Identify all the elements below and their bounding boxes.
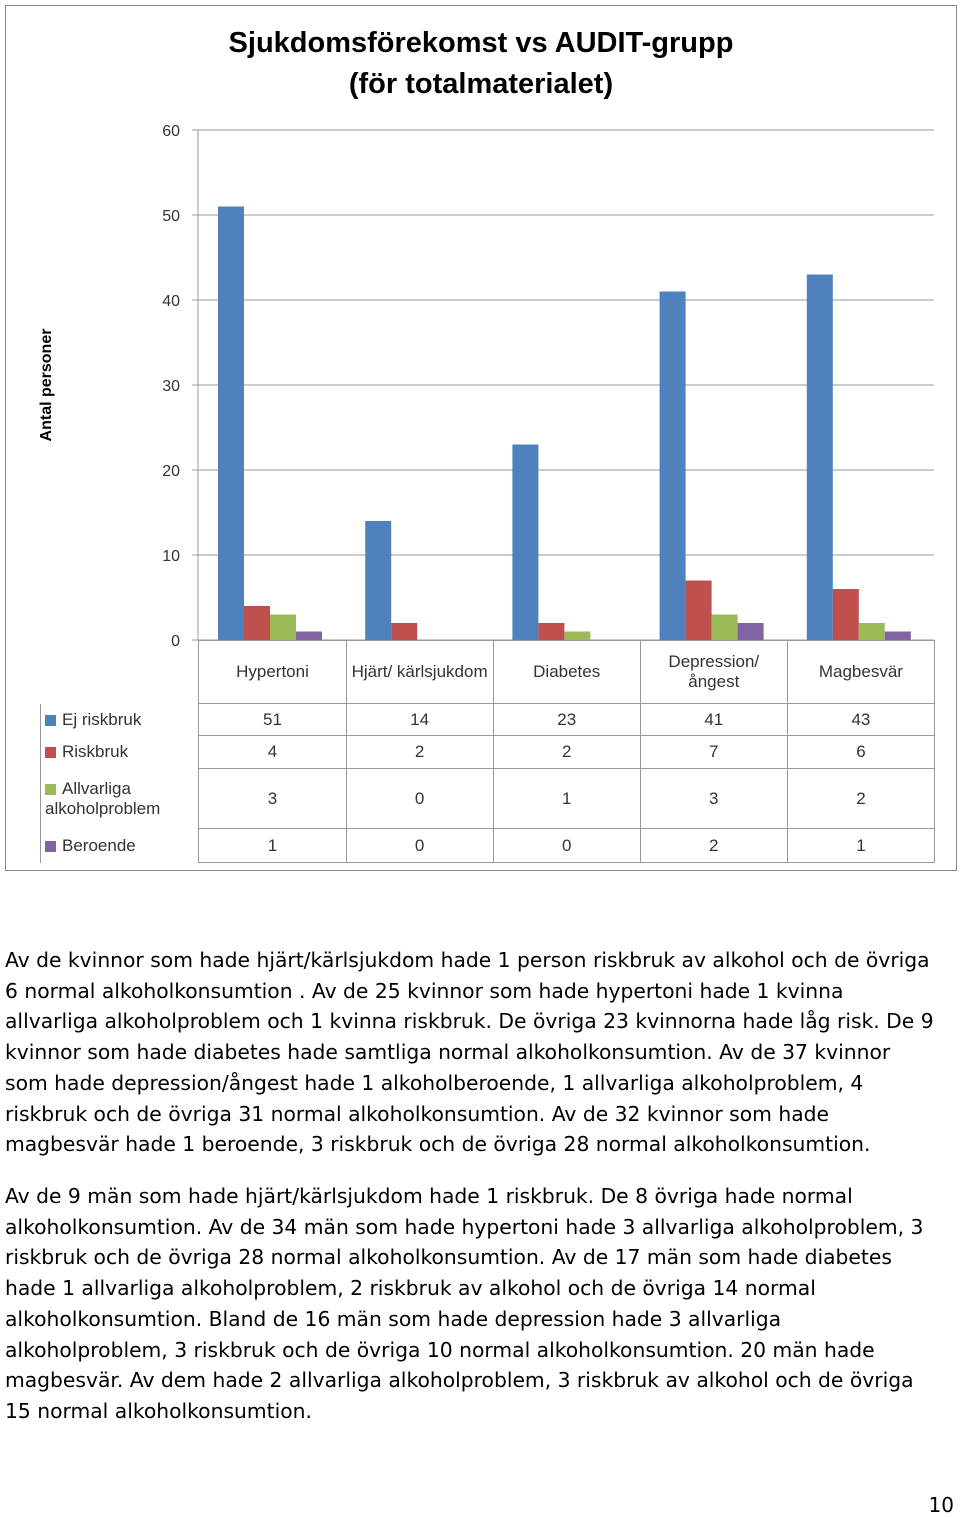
- x-tick-label: Hjärt/ kärlsjukdom: [345, 640, 494, 704]
- bar: [685, 580, 712, 640]
- bar: [512, 444, 539, 640]
- y-tick-label: 50: [162, 208, 180, 225]
- x-tick-label: Depression/ ångest: [639, 640, 788, 704]
- bar: [391, 623, 418, 640]
- bar: [711, 614, 738, 640]
- table-value: 2: [345, 735, 494, 769]
- table-value: 23: [492, 703, 641, 736]
- y-tick-label: 60: [162, 123, 180, 140]
- table-value: 0: [345, 768, 494, 829]
- bar: [858, 623, 885, 640]
- table-value: 2: [639, 828, 788, 863]
- legend-label: Ej riskbruk: [62, 709, 142, 729]
- legend-swatch: [45, 783, 56, 795]
- table-header-row: Hypertoni Hjärt/ kärlsjukdom Diabetes Depre…: [41, 640, 936, 704]
- legend-label: Riskbruk: [62, 742, 129, 761]
- x-tick-label: Hypertoni: [198, 640, 347, 704]
- legend-cell: Ej riskbruk: [39, 703, 199, 736]
- y-tick-label: 40: [162, 293, 180, 310]
- page-number: 10: [928, 1493, 954, 1517]
- legend-cell: Riskbruk: [39, 735, 199, 769]
- y-tick-label: 20: [162, 463, 180, 480]
- x-tick-label: Diabetes: [492, 640, 641, 704]
- table-value: 7: [639, 735, 788, 769]
- bar: [365, 521, 392, 640]
- table-value: 1: [198, 828, 347, 863]
- bar: [296, 631, 322, 640]
- table-value: 4: [198, 735, 347, 769]
- table-row: Ej riskbruk 51 14 23 41 43: [39, 703, 936, 736]
- table-value: 14: [345, 703, 494, 736]
- bar: [884, 631, 911, 640]
- table-value: 3: [639, 768, 788, 829]
- legend-label: Allvarliga alkoholproblem: [45, 778, 161, 818]
- table-value: 0: [492, 828, 641, 863]
- bar: [244, 606, 270, 640]
- table-value: 2: [786, 768, 936, 829]
- chart-subtitle: (för totalmaterialet): [349, 68, 613, 100]
- legend-cell: Allvarliga alkoholproblem: [39, 768, 199, 829]
- legend-label: Beroende: [62, 835, 136, 855]
- bar: [832, 589, 859, 640]
- bar: [218, 206, 244, 640]
- legend-swatch: [45, 714, 56, 726]
- table-value: 51: [198, 703, 347, 736]
- bar: [270, 614, 296, 640]
- bar: [564, 631, 591, 640]
- table-value: 3: [198, 768, 347, 829]
- table-value: 1: [786, 828, 936, 863]
- table-value: 2: [492, 735, 641, 769]
- y-tick-label: 10: [162, 548, 180, 565]
- chart-title: Sjukdomsförekomst vs AUDIT-grupp: [229, 27, 734, 59]
- table-value: 43: [786, 703, 936, 736]
- legend-swatch: [45, 840, 56, 852]
- legend-cell: Beroende: [39, 828, 199, 863]
- y-tick-label: 30: [162, 378, 180, 395]
- table-row: Beroende 1 0 0 2 1: [39, 828, 936, 863]
- table-row: Riskbruk 4 2 2 7 6: [39, 735, 936, 769]
- table-value: 6: [786, 735, 936, 769]
- paragraph: Av de 9 män som hade hjärt/kärlsjukdom h…: [5, 1184, 924, 1423]
- y-tick-label: 0: [171, 633, 180, 650]
- paragraph: Av de kvinnor som hade hjärt/kärlsjukdom…: [5, 948, 934, 1157]
- y-axis-label: Antal personer: [38, 329, 55, 442]
- bar: [737, 623, 764, 640]
- bar: [538, 623, 565, 640]
- legend-swatch: [45, 747, 56, 759]
- data-table: Hypertoni Hjärt/ kärlsjukdom Diabetes Depre…: [39, 640, 936, 863]
- bar: [806, 274, 833, 640]
- table-value: 41: [639, 703, 788, 736]
- table-row: Allvarliga alkoholproblem 3 0 1 3 2: [39, 768, 936, 829]
- chart-frame: [5, 5, 957, 871]
- corner-cell: [41, 641, 199, 704]
- chart: Sjukdomsförekomst vs AUDIT-grupp (för to…: [38, 27, 934, 650]
- bar: [659, 291, 686, 640]
- x-tick-label: Magbesvär: [786, 640, 936, 704]
- table-value: 0: [345, 828, 494, 863]
- table-value: 1: [492, 768, 641, 829]
